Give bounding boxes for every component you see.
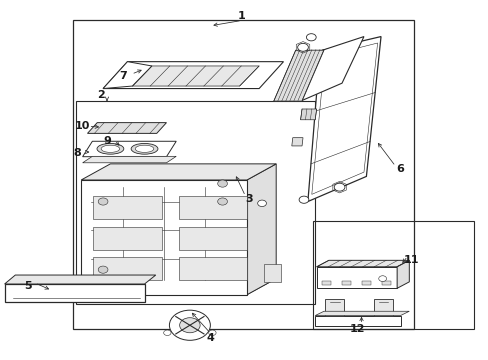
Ellipse shape <box>101 145 120 152</box>
Circle shape <box>306 34 316 41</box>
Bar <box>341 281 350 285</box>
Bar <box>178 257 246 280</box>
Bar <box>321 281 330 285</box>
Polygon shape <box>300 37 363 101</box>
Polygon shape <box>82 156 176 163</box>
Polygon shape <box>166 169 269 180</box>
Bar <box>312 221 473 329</box>
Polygon shape <box>373 300 392 316</box>
Text: 7: 7 <box>120 71 127 81</box>
Polygon shape <box>81 180 246 295</box>
Circle shape <box>217 198 227 205</box>
Circle shape <box>217 180 227 187</box>
Polygon shape <box>300 109 316 120</box>
Polygon shape <box>4 284 144 302</box>
Circle shape <box>208 330 216 336</box>
Text: 9: 9 <box>103 136 111 146</box>
Ellipse shape <box>97 143 123 154</box>
Bar <box>93 196 161 220</box>
Bar <box>178 226 246 250</box>
Circle shape <box>163 330 171 336</box>
Circle shape <box>378 276 386 282</box>
Bar <box>361 281 370 285</box>
Text: 12: 12 <box>349 324 365 334</box>
Circle shape <box>299 196 308 203</box>
Ellipse shape <box>131 143 158 154</box>
Text: 4: 4 <box>206 333 214 343</box>
Polygon shape <box>87 123 166 134</box>
Bar <box>76 101 315 304</box>
Bar <box>93 226 161 250</box>
Polygon shape <box>325 300 344 316</box>
Circle shape <box>297 43 308 51</box>
Polygon shape <box>81 164 276 180</box>
Polygon shape <box>315 311 408 316</box>
Polygon shape <box>273 50 324 101</box>
Polygon shape <box>103 62 283 89</box>
Polygon shape <box>4 275 156 284</box>
Polygon shape <box>246 164 276 295</box>
Polygon shape <box>76 280 93 298</box>
Text: 6: 6 <box>396 164 404 174</box>
Bar <box>178 196 246 220</box>
Polygon shape <box>132 66 259 86</box>
Text: 3: 3 <box>245 194 253 204</box>
Polygon shape <box>103 62 152 89</box>
Polygon shape <box>396 260 408 288</box>
Circle shape <box>257 200 266 207</box>
Polygon shape <box>316 260 408 267</box>
Bar <box>382 281 390 285</box>
Text: 8: 8 <box>74 148 81 158</box>
Circle shape <box>98 198 108 205</box>
Polygon shape <box>264 264 281 282</box>
Ellipse shape <box>135 145 154 152</box>
Circle shape <box>98 266 108 273</box>
Bar <box>316 267 396 288</box>
Circle shape <box>179 318 200 333</box>
Polygon shape <box>81 279 276 295</box>
Bar <box>93 257 161 280</box>
Text: 11: 11 <box>403 255 418 265</box>
Polygon shape <box>291 138 303 146</box>
Text: 1: 1 <box>238 12 245 22</box>
Circle shape <box>333 183 344 191</box>
Text: 10: 10 <box>75 121 90 131</box>
Polygon shape <box>82 141 176 157</box>
Circle shape <box>169 310 210 340</box>
Bar <box>73 21 413 329</box>
Polygon shape <box>307 37 380 202</box>
Bar <box>315 316 400 326</box>
Text: 2: 2 <box>97 90 104 100</box>
Text: 5: 5 <box>23 281 31 291</box>
